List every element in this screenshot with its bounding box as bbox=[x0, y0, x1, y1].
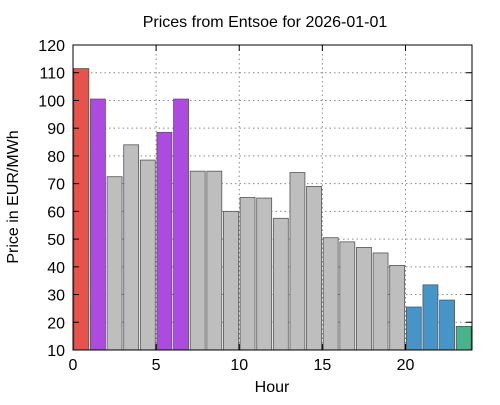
bar-hour-19 bbox=[389, 265, 406, 351]
bar-hour-16 bbox=[339, 241, 356, 351]
y-tick-label: 50 bbox=[47, 232, 65, 249]
y-axis-title: Price in EUR/MWh bbox=[5, 130, 22, 263]
y-tick-label: 80 bbox=[47, 149, 65, 166]
bar-hour-20 bbox=[405, 306, 422, 351]
bar-hour-8 bbox=[206, 170, 223, 351]
axes bbox=[72, 44, 473, 351]
bar-hour-6 bbox=[173, 98, 189, 351]
bar-hour-13 bbox=[289, 172, 306, 351]
bar-hour-23 bbox=[455, 326, 472, 351]
bar-hour-3 bbox=[123, 144, 140, 351]
bar-hour-15 bbox=[322, 237, 339, 351]
bar-hour-22 bbox=[439, 299, 455, 351]
bar-hour-10 bbox=[239, 197, 256, 351]
bar-hour-12 bbox=[272, 217, 289, 351]
bars bbox=[73, 68, 472, 351]
bar-hour-4 bbox=[139, 159, 156, 351]
bar-hour-17 bbox=[356, 247, 372, 351]
bar-hour-11 bbox=[256, 197, 273, 351]
x-axis-title: Hour bbox=[255, 379, 290, 396]
grid-lines bbox=[73, 45, 472, 350]
bar-hour-2 bbox=[106, 176, 123, 351]
bar-hour-9 bbox=[223, 210, 239, 351]
bar-hour-7 bbox=[189, 170, 206, 351]
x-tick-label: 10 bbox=[230, 357, 248, 374]
chart-title: Prices from Entsoe for 2026-01-01 bbox=[143, 14, 388, 31]
y-tick-label: 120 bbox=[38, 38, 65, 55]
tick-labels: 10 20 30 40 50 60 70 80 90 100 110 120 0 5 10 15 20 bbox=[38, 38, 414, 374]
bar-hour-1 bbox=[90, 98, 106, 351]
plot-frame bbox=[72, 44, 473, 351]
y-tick-label: 10 bbox=[47, 343, 65, 360]
x-tick-label: 20 bbox=[397, 357, 415, 374]
bar-hour-14 bbox=[306, 186, 322, 351]
bar-hour-0 bbox=[73, 68, 90, 351]
bar-hour-21 bbox=[422, 284, 439, 351]
x-tick-label: 5 bbox=[152, 357, 161, 374]
y-tick-label: 110 bbox=[39, 66, 65, 83]
bar-hour-5 bbox=[156, 131, 173, 351]
x-tick-label: 0 bbox=[69, 357, 78, 374]
y-tick-label: 20 bbox=[47, 315, 65, 332]
y-tick-label: 70 bbox=[47, 177, 65, 194]
y-tick-label: 40 bbox=[47, 260, 65, 277]
y-tick-label: 100 bbox=[38, 93, 65, 110]
bar-hour-18 bbox=[372, 252, 389, 351]
y-tick-label: 90 bbox=[47, 121, 65, 138]
x-tick-label: 15 bbox=[313, 357, 331, 374]
y-tick-label: 60 bbox=[47, 204, 65, 221]
y-tick-label: 30 bbox=[47, 288, 65, 305]
